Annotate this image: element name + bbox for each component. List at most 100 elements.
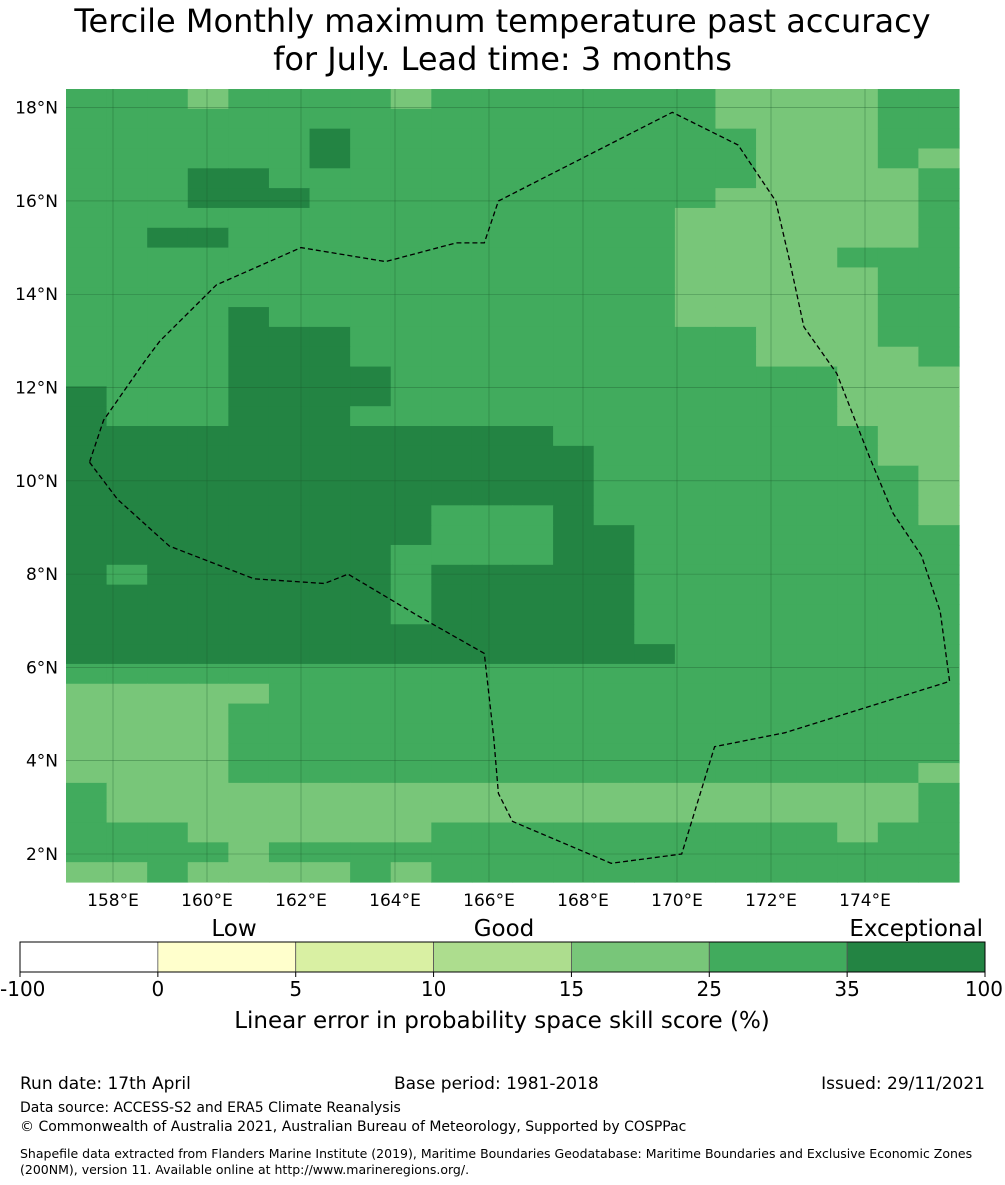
grid-cell: [918, 445, 960, 467]
grid-cell: [837, 89, 879, 110]
grid-cell: [268, 346, 311, 368]
grid-cell: [471, 148, 514, 169]
colorbar-tick-label: 15: [559, 977, 584, 1001]
grid-cell: [390, 287, 432, 308]
grid-cell: [715, 148, 757, 169]
grid-cell: [66, 426, 108, 447]
grid-cell: [715, 346, 757, 368]
grid-cell: [796, 822, 838, 843]
grid-cell: [634, 544, 676, 566]
grid-cell: [350, 782, 392, 804]
grid-cell: [471, 842, 514, 863]
grid-cell: [309, 386, 351, 407]
grid-cell: [796, 188, 838, 209]
grid-cell: [634, 505, 676, 526]
grid-cell: [674, 763, 717, 784]
grid-cell: [756, 326, 798, 348]
grid-cell: [837, 207, 879, 229]
grid-cell: [309, 802, 351, 824]
grid-cell: [268, 307, 311, 328]
grid-cell: [106, 703, 148, 724]
grid-cell: [634, 326, 676, 348]
grid-cell: [471, 723, 514, 744]
grid-cell: [512, 842, 554, 863]
grid-cell: [309, 426, 351, 447]
grid-cell: [918, 366, 960, 387]
grid-cell: [796, 108, 838, 130]
grid-cell: [796, 346, 838, 368]
grid-cell: [309, 584, 351, 606]
grid-cell: [147, 168, 189, 189]
grid-cell: [756, 782, 798, 804]
grid-cell: [837, 366, 879, 387]
grid-cell: [268, 723, 311, 744]
grid-cell: [837, 505, 879, 526]
grid-cell: [431, 148, 473, 169]
grid-cell: [350, 267, 392, 288]
grid-cell: [431, 267, 473, 288]
grid-cell: [471, 802, 514, 824]
grid-cell: [553, 386, 595, 407]
grid-cell: [553, 862, 595, 883]
issued-date: Issued: 29/11/2021: [821, 1074, 985, 1094]
grid-cell: [674, 822, 717, 843]
grid-cell: [512, 505, 554, 526]
grid-cell: [390, 267, 432, 288]
grid-cell: [431, 564, 473, 586]
grid-cell: [350, 247, 392, 269]
grid-cell: [877, 564, 920, 586]
colorbar-bin: [157, 941, 297, 973]
grid-cell: [593, 505, 635, 526]
grid-cell: [756, 406, 798, 427]
grid-cell: [187, 862, 229, 883]
grid-cell: [350, 326, 392, 348]
grid-cell: [187, 743, 229, 764]
grid-cell: [715, 485, 757, 506]
grid-cell: [431, 822, 473, 843]
grid-cell: [715, 465, 757, 487]
grid-cell: [877, 822, 920, 843]
base-period: Base period: 1981-2018: [394, 1074, 599, 1094]
grid-cell: [309, 525, 351, 546]
grid-cell: [66, 406, 108, 427]
grid-cell: [715, 584, 757, 606]
grid-cell: [268, 822, 311, 843]
grid-cell: [147, 604, 189, 625]
grid-cell: [268, 604, 311, 625]
grid-cell: [634, 584, 676, 606]
grid-cell: [553, 723, 595, 744]
grid-cell: [350, 386, 392, 407]
grid-cell: [512, 802, 554, 824]
grid-cell: [309, 247, 351, 269]
grid-cell: [390, 128, 432, 150]
grid-cell: [268, 703, 311, 724]
grid-cell: [268, 445, 311, 467]
grid-cell: [309, 862, 351, 883]
grid-cell: [715, 624, 757, 645]
grid-cell: [106, 624, 148, 645]
grid-cell: [228, 287, 270, 308]
grid-cell: [66, 663, 108, 685]
grid-cell: [674, 862, 717, 883]
grid-cell: [877, 703, 920, 724]
grid-cell: [147, 782, 189, 804]
grid-cell: [553, 584, 595, 606]
grid-cell: [390, 326, 432, 348]
grid-cell: [431, 188, 473, 209]
grid-cell: [593, 465, 635, 487]
grid-cell: [796, 247, 838, 269]
grid-cell: [715, 703, 757, 724]
grid-cell: [431, 207, 473, 229]
grid-cell: [715, 663, 757, 685]
copyright-notice: © Commonwealth of Australia 2021, Austra…: [20, 1119, 687, 1135]
grid-cell: [471, 168, 514, 189]
grid-cell: [187, 842, 229, 863]
grid-cell: [147, 287, 189, 308]
x-tick-label: 164°E: [369, 891, 421, 911]
grid-cell: [634, 743, 676, 764]
grid-cell: [268, 227, 311, 249]
grid-cell: [674, 406, 717, 427]
grid-cell: [918, 307, 960, 328]
grid-cell: [390, 723, 432, 744]
grid-cell: [268, 743, 311, 764]
